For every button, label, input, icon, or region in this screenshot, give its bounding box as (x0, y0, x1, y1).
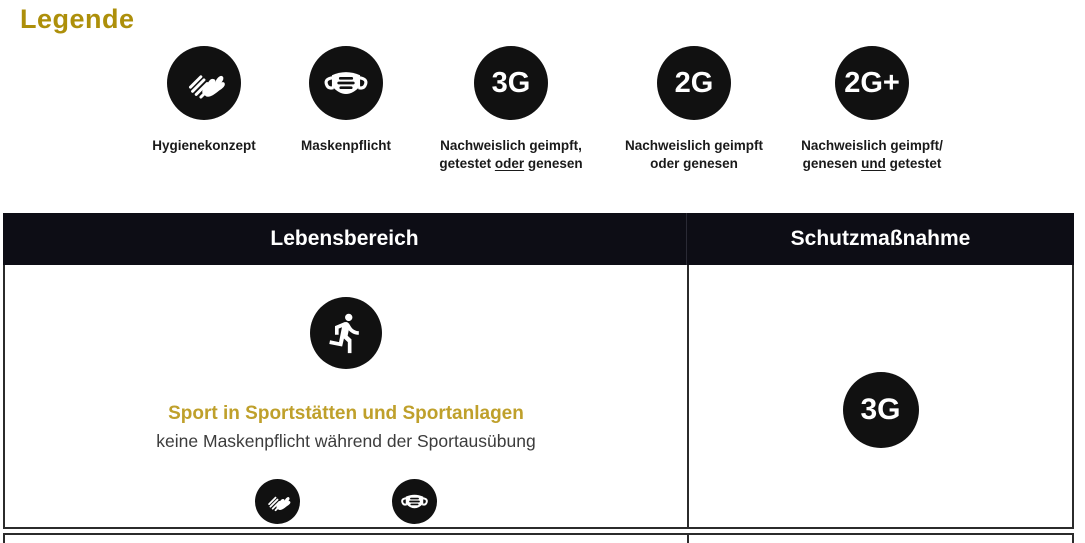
legend-label-2g-plus-line2-post: getestet (885, 155, 942, 171)
badge-3g: 3G (474, 46, 548, 120)
legend-label-3g-line1: Nachweislich geimpft, (440, 138, 582, 153)
legend-label-hygienekonzept: Hygienekonzept (152, 138, 256, 153)
legend-item-hygienekonzept: Hygienekonzept (129, 46, 279, 155)
badge-2g-plus-text: 2G+ (844, 66, 900, 99)
legend-item-2g: 2G Nachweislich geimpft oder genesen (601, 46, 787, 173)
next-row-left-cell (5, 535, 689, 543)
column-header-schutzmassnahme: Schutzmaßnahme (790, 227, 971, 250)
schutzmassnahme-cell: 3G (689, 265, 1072, 527)
hands-hygiene-icon (167, 46, 241, 120)
badge-2g-text: 2G (674, 66, 714, 99)
face-mask-icon (392, 478, 437, 524)
running-person-icon (329, 313, 359, 354)
row-requirement-icons (255, 478, 437, 524)
legend-label-3g-line2-pre: getestet (439, 155, 495, 171)
hands-hygiene-icon (189, 75, 225, 99)
legend-item-3g: 3G Nachweislich geimpft, getestet oder g… (416, 46, 606, 173)
legend-label-2g-plus-line2-underlined: und (861, 155, 886, 171)
legend-label-3g-line2-post: genesen (524, 155, 583, 171)
rules-table: Lebensbereich Schutzmaßnahme Sport in Sp… (3, 213, 1074, 529)
legend-label-2g-plus-line1: Nachweislich geimpft/ (801, 138, 943, 153)
badge-3g: 3G (842, 372, 919, 448)
row-subtitle: keine Maskenpflicht während der Sportaus… (156, 430, 536, 451)
legend-title: Legende (20, 4, 135, 34)
hands-hygiene-icon (268, 496, 291, 511)
table-row: Sport in Sportstätten und Sportanlagen k… (3, 265, 1074, 529)
badge-2g: 2G (657, 46, 731, 120)
row-title: Sport in Sportstätten und Sportanlagen (168, 403, 524, 424)
badge-2g-plus: 2G+ (835, 46, 909, 120)
face-mask-icon (309, 46, 383, 120)
hands-hygiene-icon (255, 478, 300, 524)
legend-label-2g: Nachweislich geimpft oder genesen (625, 137, 763, 173)
face-mask-icon (401, 494, 428, 509)
legend-item-2g-plus: 2G+ Nachweislich geimpft/ genesen und ge… (772, 46, 972, 173)
legend-label-2g-line2: oder genesen (650, 155, 738, 171)
legend-label-3g: Nachweislich geimpft, getestet oder gene… (439, 137, 582, 173)
legend-label-2g-plus: Nachweislich geimpft/ genesen und getest… (801, 137, 943, 173)
legend-label-2g-line1: Nachweislich geimpft (624, 138, 764, 153)
legend-item-maskenpflicht: Maskenpflicht (271, 46, 421, 155)
column-header-lebensbereich: Lebensbereich (3, 213, 687, 265)
next-table-row-partial (3, 533, 1074, 543)
table-header-row: Lebensbereich Schutzmaßnahme (3, 213, 1074, 265)
running-person-icon (310, 297, 382, 369)
legend-label-3g-line2-underlined: oder (494, 155, 525, 171)
legend-label-2g-plus-line2-pre: genesen (802, 155, 862, 171)
face-mask-icon (324, 72, 368, 94)
lebensbereich-cell: Sport in Sportstätten und Sportanlagen k… (5, 265, 689, 527)
measure-badge-text: 3G (860, 393, 901, 426)
legend-label-maskenpflicht: Maskenpflicht (300, 138, 392, 153)
badge-3g-text: 3G (491, 66, 531, 99)
